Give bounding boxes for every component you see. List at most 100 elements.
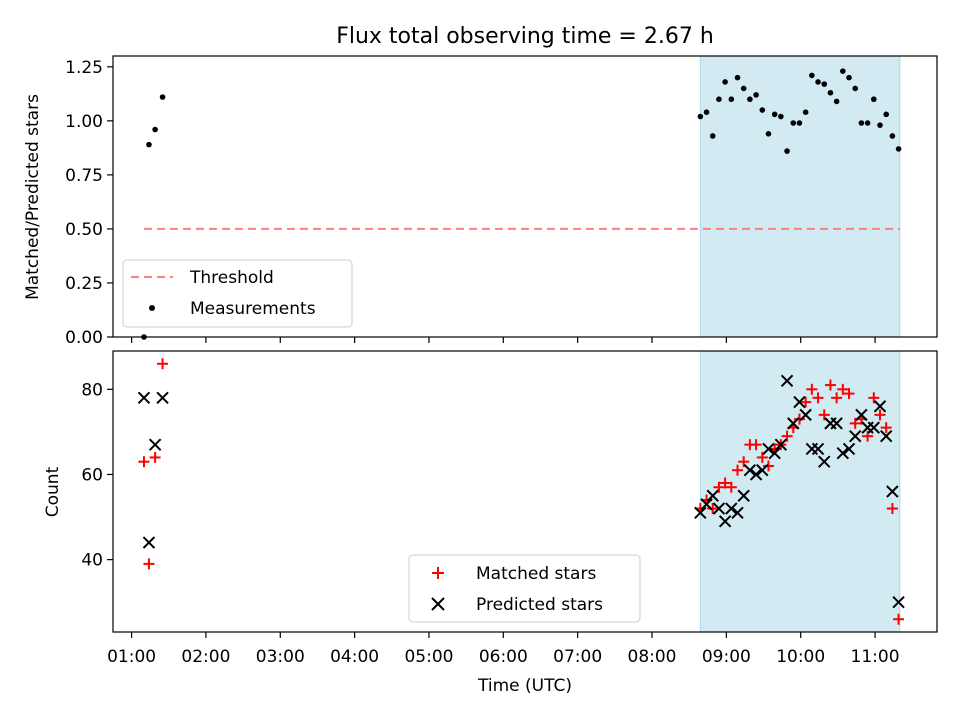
predicted-star-point [855,408,868,422]
measurement-point [152,126,158,133]
predicted-star-point [879,429,893,443]
measurement-point [759,107,766,113]
observing-span-top [699,55,901,338]
predicted-star-point [886,485,899,498]
measurement-point [778,113,784,120]
matched-star-point [800,396,812,408]
predicted-star-point [756,464,769,477]
predicted-star-point [842,442,856,456]
matched-star-point [868,392,880,404]
x-tick-label: 01:00 [107,647,156,667]
measurement-point [840,68,846,74]
measurement-point [716,96,722,103]
predicted-star-point [743,464,757,477]
matched-star-point [138,456,150,468]
measurement-point [722,79,728,85]
matched-star-point [831,392,843,404]
matched-star-point [719,477,731,489]
legend-matched-label: Matched stars [476,564,596,584]
top-legend-box [122,259,353,328]
predicted-star-point [762,442,775,456]
legend-matched-swatch [432,567,444,579]
predicted-star-point [867,421,881,434]
matched-star-point [732,464,744,476]
y-tick-label: 0.25 [65,274,103,294]
measurement-point [753,92,759,98]
matched-star-point [157,358,169,370]
predicted-star-point [892,595,905,609]
x-tick-label: 05:00 [404,647,453,667]
legend-measurement-swatch [149,305,155,311]
matched-star-point [874,409,886,421]
matched-star-point [806,383,818,395]
predicted-star-point [156,391,169,405]
measurement-point [821,81,828,87]
x-tick-label: 02:00 [181,647,230,667]
predicted-star-point [712,502,726,515]
predicted-star-point [694,506,707,519]
y-tick-label: 80 [81,380,103,400]
matched-star-point [818,409,830,421]
observing-span-bottom [699,350,901,633]
predicted-star-point [873,400,887,413]
y-tick-label: 1.25 [65,58,103,78]
predicted-star-point [706,489,719,502]
matched-star-point [750,439,762,451]
matched-star-point [893,613,905,625]
measurement-point [728,96,735,103]
matched-star-point [837,383,849,395]
matched-star-point [862,430,874,442]
y-tick-label: 60 [81,465,103,485]
top-y-ticks: 0.00 0.25 0.50 0.75 1.00 1.25 [65,58,113,348]
x-axis-label: Time (UTC) [477,676,572,696]
measurement-point [815,79,821,85]
measurement-point [877,122,883,128]
matched-star-point [707,503,719,515]
chart-title: Flux total observing time = 2.67 h [336,24,714,49]
top-y-axis-label: Matched/Predicted stars [23,94,43,300]
predicted-star-point [137,391,151,405]
matched-star-point [149,451,161,463]
top-x-ticks [130,337,876,343]
predicted-star-point [731,506,744,519]
bottom-y-axis-label: Count [43,466,63,517]
measurement-point [747,96,753,103]
x-tick-label: 04:00 [330,647,379,667]
top-plot-frame [112,55,938,338]
legend-predicted-label: Predicted stars [476,595,603,615]
measurement-point [159,94,166,100]
matched-star-point [824,379,836,391]
legend-threshold-label: Threshold [189,268,274,288]
matched-star-point [725,481,737,493]
predicted-star-point [836,446,850,460]
matched-star-point [793,413,805,425]
predicted-star-point [793,395,806,409]
measurement-point [858,120,865,126]
measurement-point [734,74,741,81]
measurement-point [796,120,803,126]
predicted-star-point [768,446,781,460]
bottom-legend-box [408,554,641,623]
y-tick-label: 1.00 [65,112,103,132]
predicted-star-point [700,498,713,511]
predicted-star-point [818,455,831,468]
x-tick-label: 10:00 [776,647,825,667]
y-tick-label: 0.50 [65,220,103,240]
bottom-x-ticks: 01:00 02:00 03:00 04:00 05:00 06:00 07:00 08:00… [107,632,900,667]
predicted-star-point [849,429,862,443]
observing-span-rect [699,55,901,338]
measurement-point [740,85,747,92]
y-tick-label: 0.00 [65,328,103,348]
measurement-point [871,96,877,103]
measurement-point [703,109,710,115]
measurement-point [709,133,716,139]
x-tick-label: 11:00 [851,647,900,667]
x-tick-label: 08:00 [628,647,677,667]
predicted-star-point [774,438,788,451]
measurement-point [883,111,889,118]
y-tick-label: 40 [81,551,103,571]
matched-star-point [849,417,861,429]
measurement-point [771,111,778,118]
measurement-point [802,109,809,115]
measurement-point [784,148,790,154]
